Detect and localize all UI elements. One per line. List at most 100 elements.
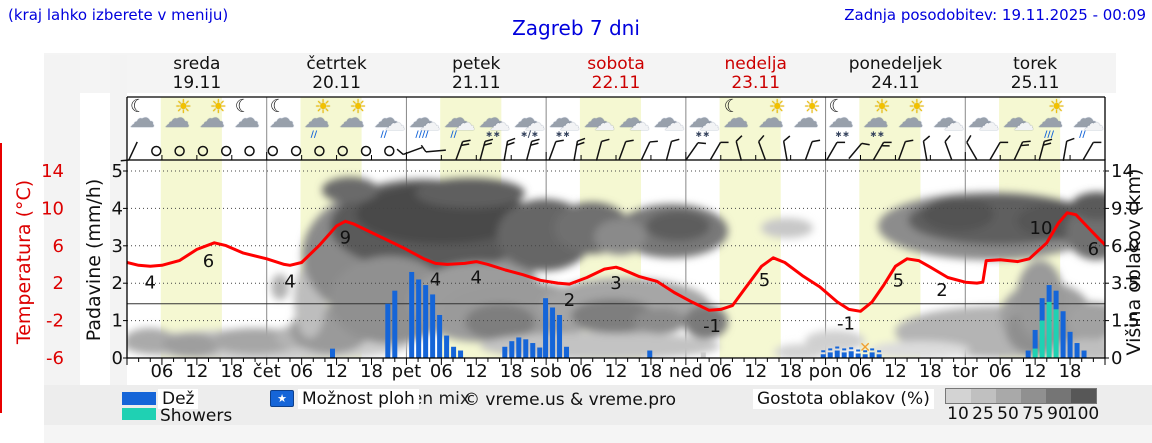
left-axis-strip-2 [110,55,127,412]
wind-barb-icon [872,141,892,161]
calm-wind-icon [360,145,372,157]
calm-wind-icon [220,145,232,157]
density-tick-label: 100 [1066,404,1100,424]
cloud-glyph-2: ☁ [1083,111,1105,135]
day-header: četrtek 20.11 [267,55,407,93]
precip-marks: ∗∗ [869,130,885,140]
rain-bar [1032,329,1038,349]
cloud-glyph-2: ☁ [943,111,965,135]
density-swatch [1071,389,1096,403]
precip-tick: 5 [112,161,123,182]
rain-bar [848,351,854,358]
density-tick-label: 90 [1047,404,1069,424]
temp-label: 6 [1088,239,1099,260]
temp-label: 5 [759,270,770,291]
wind-barb-icon [120,141,138,162]
rain-bar [564,346,570,358]
clouds-snow-icon: ☁ ☁ ∗∗ [687,98,722,142]
rain-swatch [122,392,156,405]
cloud-glyph: ☁ [932,104,959,134]
clouds-icon: ☁ ☁ [966,98,1001,142]
copyright-link[interactable]: © vreme.us & vreme.pro [463,390,677,410]
shower-chance-mark [821,350,826,353]
hour-label: 18 [360,361,383,382]
wind-barb-icon [782,135,791,161]
temp-label: 4 [284,271,295,292]
frozen-mix-bar [700,352,706,358]
left-red-edge [0,143,2,413]
shower-chance-mark [856,349,861,352]
wind-barb-icon [757,134,767,161]
rain-bar [820,354,826,358]
shower-chance-mark [877,350,882,353]
axis-titles: Temperatura (°C) Padavine (mm/h) Višina ob… [13,169,1145,356]
precip-marks: ∗∗ [555,130,571,140]
temperature-line [127,211,1105,313]
hour-label: 12 [1024,361,1047,382]
rain-bar [1053,290,1059,310]
cloud-glyph: ☁ [618,104,644,134]
hour-label: 18 [1059,361,1082,382]
cloud-glyph: ☁ [967,104,994,134]
rain-bar [523,339,529,358]
rain-bar [1074,343,1080,358]
density-swatch [996,389,1021,403]
day-name: torek [1013,54,1058,74]
shower-chance-mark [842,348,847,351]
cloud-glyph: ☁ [338,104,365,134]
day-date: 22.11 [591,73,641,93]
density-swatch [1046,389,1071,403]
cloud-glyph-2: ☁ [419,111,441,135]
precip-marks: ∕∕∕∕ [415,130,429,140]
wind-barb-icon [922,135,931,161]
density-tick-label: 50 [997,404,1019,424]
cloud-glyph: ☁ [757,104,784,134]
density-swatch [971,389,996,403]
temperature-labels: 4 6 4 9 4 4 2 3 -1 5 -1 5 2 10 6 [145,218,1100,337]
wind-barb-icon [455,139,471,161]
legend-cloud-density-label: Gostota oblakov (%) [753,389,934,409]
rain-bar [329,348,335,358]
temp-label: 4 [430,269,441,290]
temp-label: 5 [893,270,904,291]
rain-bar [423,285,429,358]
rain-bar [862,354,868,358]
temp-tick: 6 [53,236,64,257]
hour-label: 06 [290,361,313,382]
rain-bar [647,350,653,358]
left-axis-strip [44,55,80,412]
density-tick-label: 10 [947,404,969,424]
hour-label: 06 [989,361,1012,382]
wind-barb-icon [396,146,423,156]
hour-label: 18 [500,361,523,382]
sun-cloud-snow-icon: ☀ ☁ ∗∗ [862,98,897,142]
day-name: sreda [173,54,221,74]
moon-cloud-snow-icon: ☾ ☁ ∗∗ [827,98,862,142]
day-name: sobota [587,54,645,74]
hour-label: 18 [919,361,942,382]
day-header: nedelja 23.11 [686,55,826,93]
axis-title: Višina oblakov (km) [1123,169,1145,356]
day-name: petek [452,54,501,74]
day-header: petek 21.11 [406,55,546,93]
shower-chance-mark [835,346,840,349]
frozen-mix-marker: ✕ [859,340,871,356]
rain-bar [1067,331,1073,358]
rain-bar [543,298,549,358]
axis-title: Temperatura (°C) [13,180,35,345]
day-header: ponedeljek 24.11 [826,55,966,93]
wind-barb-icon [1062,137,1075,161]
hour-label: 12 [465,361,488,382]
wind-barb-icon [420,144,446,153]
moon-cloud-icon: ☾ ☁ [233,98,268,142]
cloud-glyph: ☁ [862,104,889,134]
cloud-glyph: ☁ [478,104,505,134]
sun-cloud-rain-icon: ☀ ☁ ∕∕∕ [1036,98,1071,142]
shower-bar [1053,309,1059,358]
precip-marks: ∗∗ [694,130,710,140]
rain-bar [869,352,875,358]
day-abbr-label: ned [669,361,703,382]
wind-barb-icon [826,141,846,161]
density-swatch [1021,389,1046,403]
